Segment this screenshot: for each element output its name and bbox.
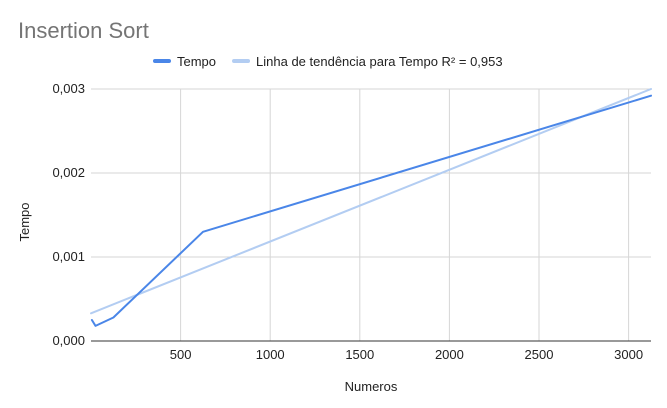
y-tick-label: 0,002	[52, 165, 85, 180]
series-line-trend	[90, 88, 652, 315]
y-tick-label: 0,001	[52, 249, 85, 264]
legend: Tempo Linha de tendência para Tempo R² = …	[153, 54, 503, 69]
y-tick-label: 0,000	[52, 333, 85, 348]
axes: 0,000 0,001 0,002 0,003 500 1000 1500 2000 2500 3…	[52, 81, 651, 362]
legend-label: Linha de tendência para Tempo R² = 0,953	[256, 54, 503, 69]
series-line-tempo	[90, 94, 652, 327]
grid	[91, 88, 651, 341]
x-axis-label: Numeros	[345, 379, 398, 394]
legend-item: Tempo	[153, 54, 216, 69]
legend-item: Linha de tendência para Tempo R² = 0,953	[232, 54, 503, 69]
x-tick-label: 2000	[435, 347, 464, 362]
legend-label: Tempo	[177, 54, 216, 69]
x-tick-label: 1500	[345, 347, 374, 362]
x-tick-label: 2500	[525, 347, 554, 362]
y-tick-label: 0,003	[52, 81, 85, 96]
y-axis-label: Tempo	[17, 202, 32, 241]
chart-title: Insertion Sort	[18, 18, 149, 43]
plot-area	[90, 88, 652, 327]
x-tick-label: 500	[170, 347, 192, 362]
x-tick-label: 3000	[614, 347, 643, 362]
x-tick-label: 1000	[256, 347, 285, 362]
